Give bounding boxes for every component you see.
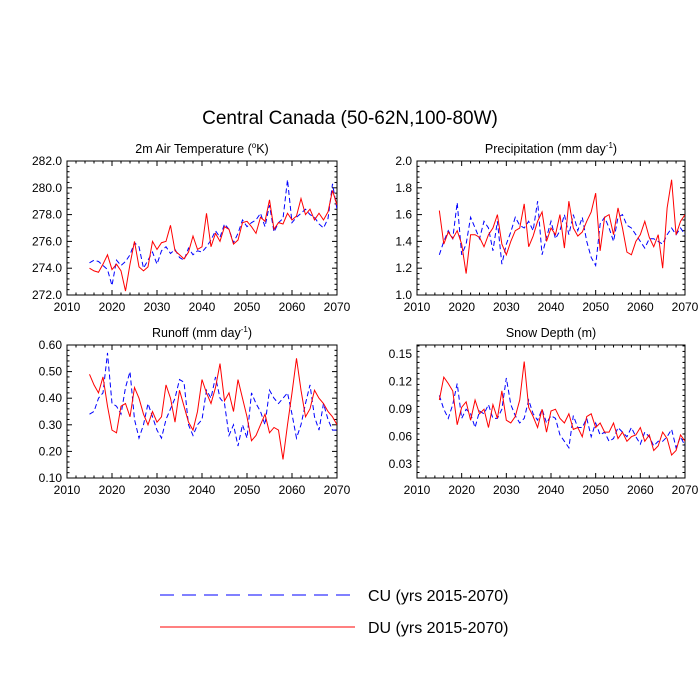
y-tick-label: 276.0 <box>32 234 62 248</box>
x-tick-label: 2030 <box>144 300 171 314</box>
panel-title-superscript: -1 <box>241 325 249 334</box>
x-tick-label: 2010 <box>404 300 431 314</box>
y-tick-label: 0.06 <box>389 430 413 444</box>
legend-item-cu: CU (yrs 2015-2070) <box>160 588 509 605</box>
x-tick-label: 2040 <box>189 483 216 497</box>
y-tick-label: 280.0 <box>32 181 62 195</box>
y-tick-label: 1.0 <box>395 288 412 302</box>
y-tick-label: 0.03 <box>389 457 413 471</box>
panel-title-text: Precipitation (mm day <box>485 142 607 156</box>
y-tick-label: 0.09 <box>389 402 413 416</box>
y-tick-label: 0.40 <box>39 391 63 405</box>
panel-runoff: Runoff (mm day-1) 2010 2020 2030 2040 2050 206… <box>39 325 351 497</box>
x-tick-label: 2060 <box>627 300 654 314</box>
series-line-cu <box>89 352 337 447</box>
x-tick-label: 2060 <box>279 483 306 497</box>
panel-title-suffix: ) <box>248 326 252 340</box>
panel-title-superscript: o <box>252 141 257 150</box>
x-tick-label: 2060 <box>279 300 306 314</box>
x-tick-label: 2040 <box>538 483 565 497</box>
panel-title-air-temperature: 2m Air Temperature (oK) <box>135 141 268 156</box>
x-tick-label: 2030 <box>493 483 520 497</box>
x-tick-label: 2020 <box>99 300 126 314</box>
figure-title: Central Canada (50-62N,100-80W) <box>202 108 498 129</box>
y-tick-label: 2.0 <box>395 154 412 168</box>
x-tick-label: 2050 <box>582 483 609 497</box>
series-line-du <box>89 190 337 292</box>
y-tick-label: 0.20 <box>39 444 63 458</box>
panel-title-text: 2m Air Temperature ( <box>135 142 252 156</box>
y-tick-label: 0.12 <box>389 375 413 389</box>
x-tick-label: 2070 <box>324 483 351 497</box>
x-tick-label: 2050 <box>582 300 609 314</box>
panel-title-text: Snow Depth (m) <box>506 326 596 340</box>
x-tick-label: 2020 <box>99 483 126 497</box>
x-tick-label: 2040 <box>189 300 216 314</box>
x-tick-label: 2050 <box>234 483 261 497</box>
y-tick-label: 272.0 <box>32 288 62 302</box>
x-tick-label: 2070 <box>672 300 699 314</box>
y-tick-label: 1.4 <box>395 234 412 248</box>
panel-air-temperature: 2m Air Temperature (oK) 2010 2020 2030 2040 2… <box>32 141 351 314</box>
panel-title-precipitation: Precipitation (mm day-1) <box>485 141 617 156</box>
plot-frame-runoff <box>66 344 338 479</box>
y-tick-label: 0.50 <box>39 365 63 379</box>
panel-snow-depth: Snow Depth (m) 2010 2020 2030 2040 2050 2060 20… <box>389 326 699 497</box>
y-tick-label: 0.15 <box>389 347 413 361</box>
series-line-cu <box>89 179 337 286</box>
x-tick-label: 2010 <box>54 300 81 314</box>
x-tick-label: 2020 <box>448 300 475 314</box>
panel-title-suffix: ) <box>613 142 617 156</box>
panel-title-superscript: -1 <box>606 141 614 150</box>
x-tick-label: 2010 <box>404 483 431 497</box>
series-line-du <box>438 179 685 274</box>
y-tick-label: 274.0 <box>32 261 62 275</box>
legend-label-cu: CU (yrs 2015-2070) <box>368 588 509 605</box>
panel-title-runoff: Runoff (mm day-1) <box>152 325 252 340</box>
panel-title-suffix: K) <box>256 142 269 156</box>
series-line-du <box>89 358 337 460</box>
x-tick-label: 2070 <box>324 300 351 314</box>
y-tick-label: 1.2 <box>395 261 412 275</box>
y-tick-label: 1.8 <box>395 181 412 195</box>
panel-title-snow-depth: Snow Depth (m) <box>506 326 596 340</box>
plot-frame-air-temperature <box>66 160 338 296</box>
x-tick-label: 2060 <box>627 483 654 497</box>
legend: CU (yrs 2015-2070) DU (yrs 2015-2070) <box>160 588 509 637</box>
x-tick-label: 2050 <box>234 300 261 314</box>
x-tick-label: 2020 <box>448 483 475 497</box>
x-tick-label: 2070 <box>672 483 699 497</box>
y-tick-label: 0.60 <box>39 338 63 352</box>
y-tick-label: 1.6 <box>395 208 412 222</box>
y-tick-label: 282.0 <box>32 154 62 168</box>
panels: 2m Air Temperature (oK) 2010 2020 2030 2040 2… <box>32 141 699 497</box>
panel-title-text: Runoff (mm day <box>152 326 241 340</box>
y-tick-label: 0.30 <box>39 418 63 432</box>
x-tick-label: 2030 <box>493 300 520 314</box>
series-line-cu <box>438 201 685 268</box>
x-tick-label: 2030 <box>144 483 171 497</box>
y-tick-label: 278.0 <box>32 208 62 222</box>
x-tick-label: 2040 <box>538 300 565 314</box>
panel-precipitation: Precipitation (mm day-1) 2010 2020 2030 2040… <box>395 141 698 314</box>
y-tick-label: 0.10 <box>39 471 63 485</box>
legend-item-du: DU (yrs 2015-2070) <box>160 620 509 637</box>
series-line-cu <box>438 377 685 450</box>
series-line-du <box>438 361 685 457</box>
x-tick-label: 2010 <box>54 483 81 497</box>
legend-label-du: DU (yrs 2015-2070) <box>368 620 509 637</box>
